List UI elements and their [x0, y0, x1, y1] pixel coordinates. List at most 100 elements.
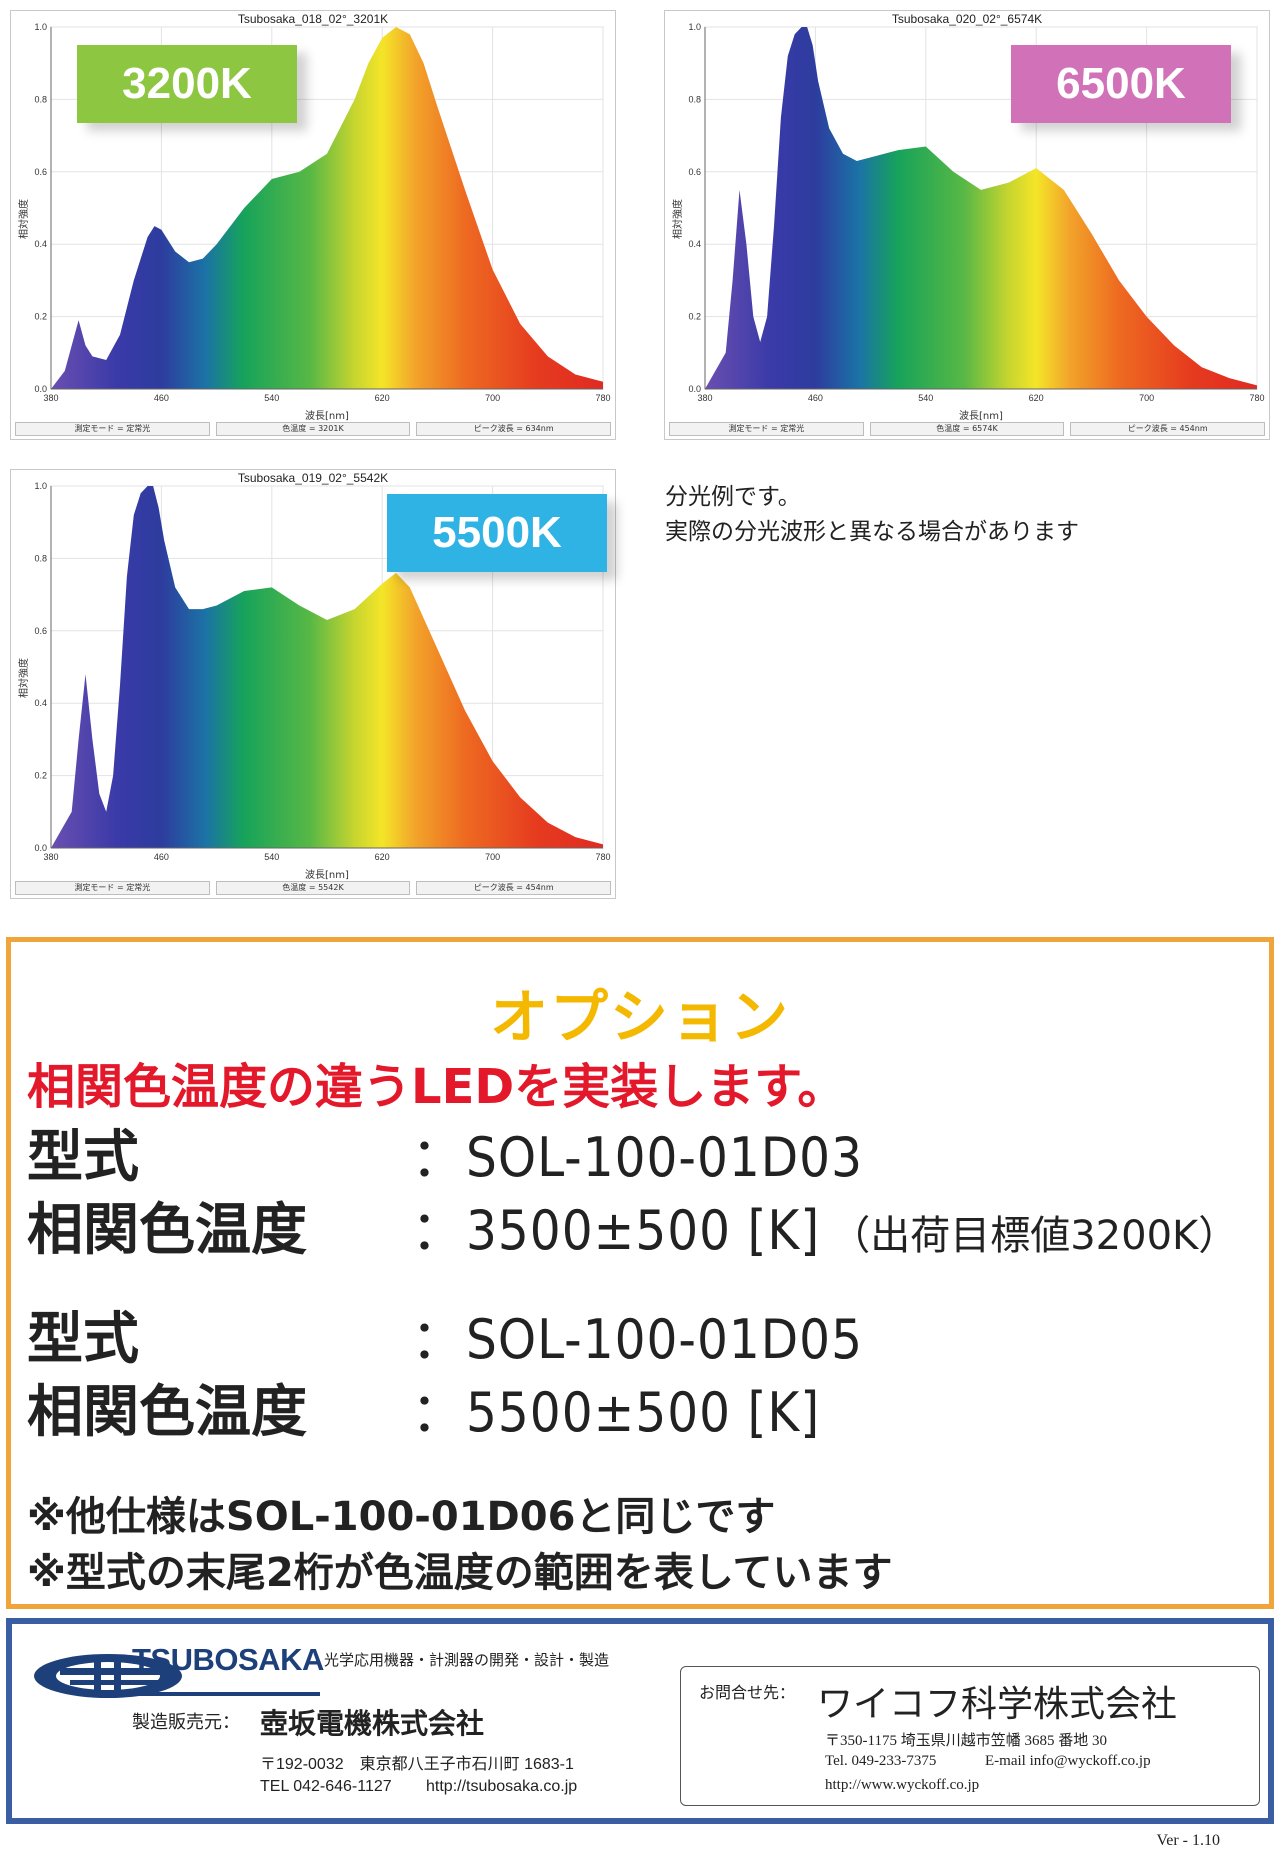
- chart-status-bar: 測定モード = 定常光 色温度 = 5542K ピーク波長 = 454nm: [15, 881, 612, 895]
- x-tick-label: 460: [808, 393, 823, 403]
- note-line-1: 分光例です。: [665, 484, 801, 510]
- x-tick-label: 700: [485, 852, 500, 862]
- option-section: オプション 相関色温度の違うLEDを実装します。 型式 ：SOL-100-01D0…: [6, 937, 1274, 1609]
- x-tick-label: 380: [43, 393, 58, 403]
- chart-title: Tsubosaka_018_02°_3201K: [237, 12, 389, 26]
- spec-value: ：3500±500 [K]: [411, 1199, 821, 1262]
- status-mode: 測定モード = 定常光: [15, 881, 210, 895]
- y-tick-label: 0.8: [34, 553, 47, 563]
- y-tick-label: 1.0: [34, 22, 47, 32]
- x-axis-label: 波長[nm]: [305, 411, 349, 422]
- x-tick-label: 780: [1249, 393, 1264, 403]
- color-temperature-badge: 3200K: [77, 45, 297, 123]
- y-tick-label: 0.2: [34, 312, 47, 322]
- status-color-temp: 色温度 = 3201K: [215, 422, 411, 436]
- spec-row-model-2: 型式 ：SOL-100-01D05: [27, 1294, 863, 1375]
- status-peak: ピーク波長 = 454nm: [416, 881, 612, 895]
- maker-tel: TEL 042-646-1127: [260, 1778, 392, 1795]
- y-axis-label: 相対強度: [673, 199, 684, 239]
- status-color-temp: 色温度 = 5542K: [215, 881, 411, 895]
- x-tick-label: 620: [1029, 393, 1044, 403]
- y-tick-label: 0.4: [34, 698, 47, 708]
- spec-extra: （出荷目標値3200K）: [830, 1213, 1239, 1259]
- maker-name: 壺坂電機株式会社: [260, 1707, 485, 1740]
- contact-box: お問合せ先： ワイコフ科学株式会社 〒350-1175 埼玉県川越市笠幡 368…: [680, 1666, 1260, 1806]
- y-tick-label: 0.8: [688, 94, 701, 104]
- spectrum-plot: 380 460 540 620 700 780 0.0 0.2 0.4 0.6 0.8 1.0: [34, 22, 610, 403]
- x-tick-label: 460: [154, 393, 169, 403]
- chart-status-bar: 測定モード = 定常光 色温度 = 3201K ピーク波長 = 634nm: [15, 422, 612, 436]
- y-tick-label: 0.0: [34, 843, 47, 853]
- maker-label: 製造販売元：: [132, 1712, 240, 1733]
- status-mode: 測定モード = 定常光: [669, 422, 864, 436]
- spec-label: 型式: [27, 1307, 139, 1372]
- y-tick-label: 1.0: [34, 481, 47, 491]
- spectrum-chart-3200k: Tsubosaka_018_02°_3201K 380 460 540 620 700 7…: [10, 10, 616, 440]
- status-color-temp: 色温度 = 6574K: [869, 422, 1065, 436]
- status-mode: 測定モード = 定常光: [15, 422, 210, 436]
- spec-row-cct-2: 相関色温度 ：5500±500 [K]: [27, 1367, 820, 1448]
- x-tick-label: 540: [264, 852, 279, 862]
- footer-section: TSUBOSAKA 光学応用機器・計測器の開発・設計・製造 製造販売元： 壺坂電…: [6, 1618, 1274, 1824]
- spectrum-note: 分光例です。 実際の分光波形と異なる場合があります: [665, 480, 1079, 550]
- y-axis-label: 相対強度: [19, 658, 30, 698]
- y-tick-label: 0.8: [34, 94, 47, 104]
- y-tick-label: 0.6: [34, 167, 47, 177]
- y-tick-label: 0.2: [688, 312, 701, 322]
- spec-value: ：SOL-100-01D05: [411, 1308, 863, 1371]
- y-tick-label: 1.0: [688, 22, 701, 32]
- x-axis-label: 波長[nm]: [305, 870, 349, 881]
- contact-url[interactable]: http://www.wyckoff.co.jp: [825, 1777, 980, 1793]
- x-tick-label: 460: [154, 852, 169, 862]
- tsubosaka-logo-icon: [34, 1654, 320, 1698]
- y-tick-label: 0.2: [34, 771, 47, 781]
- option-title: オプション: [489, 983, 790, 1051]
- spectrum-area: [705, 27, 1257, 389]
- spectrum-chart-5500k: Tsubosaka_019_02°_5542K 380 460 540 620 700 7…: [10, 469, 616, 899]
- y-tick-label: 0.4: [34, 239, 47, 249]
- contact-address: 〒350-1175 埼玉県川越市笠幡 3685 番地 30: [825, 1733, 1107, 1749]
- spec-label: 相関色温度: [27, 1198, 307, 1263]
- note-line-2: 実際の分光波形と異なる場合があります: [665, 519, 1079, 545]
- maker-address: 〒192-0032 東京都八王子市石川町 1683-1: [260, 1756, 574, 1773]
- version-label: Ver - 1.10: [1156, 1832, 1220, 1849]
- company-tagline: 光学応用機器・計測器の開発・設計・製造: [324, 1651, 610, 1669]
- x-tick-label: 700: [485, 393, 500, 403]
- y-tick-label: 0.6: [34, 626, 47, 636]
- color-temperature-badge: 5500K: [387, 494, 607, 572]
- x-axis-label: 波長[nm]: [959, 411, 1003, 422]
- chart-title: Tsubosaka_019_02°_5542K: [237, 471, 389, 485]
- y-axis-label: 相対強度: [19, 199, 30, 239]
- contact-label: お問合せ先：: [699, 1683, 796, 1702]
- x-tick-label: 780: [595, 393, 610, 403]
- contact-name: ワイコフ科学株式会社: [817, 1684, 1178, 1725]
- status-peak: ピーク波長 = 454nm: [1070, 422, 1266, 436]
- x-tick-label: 380: [697, 393, 712, 403]
- x-tick-label: 620: [375, 852, 390, 862]
- contact-email[interactable]: E-mail info@wyckoff.co.jp: [985, 1753, 1151, 1769]
- spec-value: ：5500±500 [K]: [411, 1381, 821, 1444]
- y-tick-label: 0.4: [688, 239, 701, 249]
- x-tick-label: 700: [1139, 393, 1154, 403]
- contact-tel: Tel. 049-233-7375: [825, 1753, 937, 1769]
- y-tick-label: 0.0: [688, 384, 701, 394]
- status-peak: ピーク波長 = 634nm: [416, 422, 612, 436]
- x-tick-label: 540: [918, 393, 933, 403]
- maker-url[interactable]: http://tsubosaka.co.jp: [426, 1778, 578, 1795]
- chart-title: Tsubosaka_020_02°_6574K: [891, 12, 1043, 26]
- spec-label: 相関色温度: [27, 1380, 307, 1445]
- option-note-1: ※他仕様はSOL-100-01D06と同じです: [27, 1494, 776, 1540]
- y-tick-label: 0.0: [34, 384, 47, 394]
- option-subtitle: 相関色温度の違うLEDを実装します。: [27, 1059, 846, 1115]
- x-tick-label: 780: [595, 852, 610, 862]
- x-tick-label: 540: [264, 393, 279, 403]
- chart-status-bar: 測定モード = 定常光 色温度 = 6574K ピーク波長 = 454nm: [669, 422, 1266, 436]
- spec-value: ：SOL-100-01D03: [411, 1126, 863, 1189]
- color-temperature-badge: 6500K: [1011, 45, 1231, 123]
- x-tick-label: 380: [43, 852, 58, 862]
- option-note-2: ※型式の末尾2桁が色温度の範囲を表しています: [27, 1550, 893, 1596]
- spectrum-area: [51, 486, 603, 848]
- spec-row-cct-1: 相関色温度 ：3500±500 [K] （出荷目標値3200K）: [27, 1185, 1238, 1266]
- spec-row-model-1: 型式 ：SOL-100-01D03: [27, 1112, 863, 1193]
- logo-text: TSUBOSAKA: [132, 1642, 324, 1677]
